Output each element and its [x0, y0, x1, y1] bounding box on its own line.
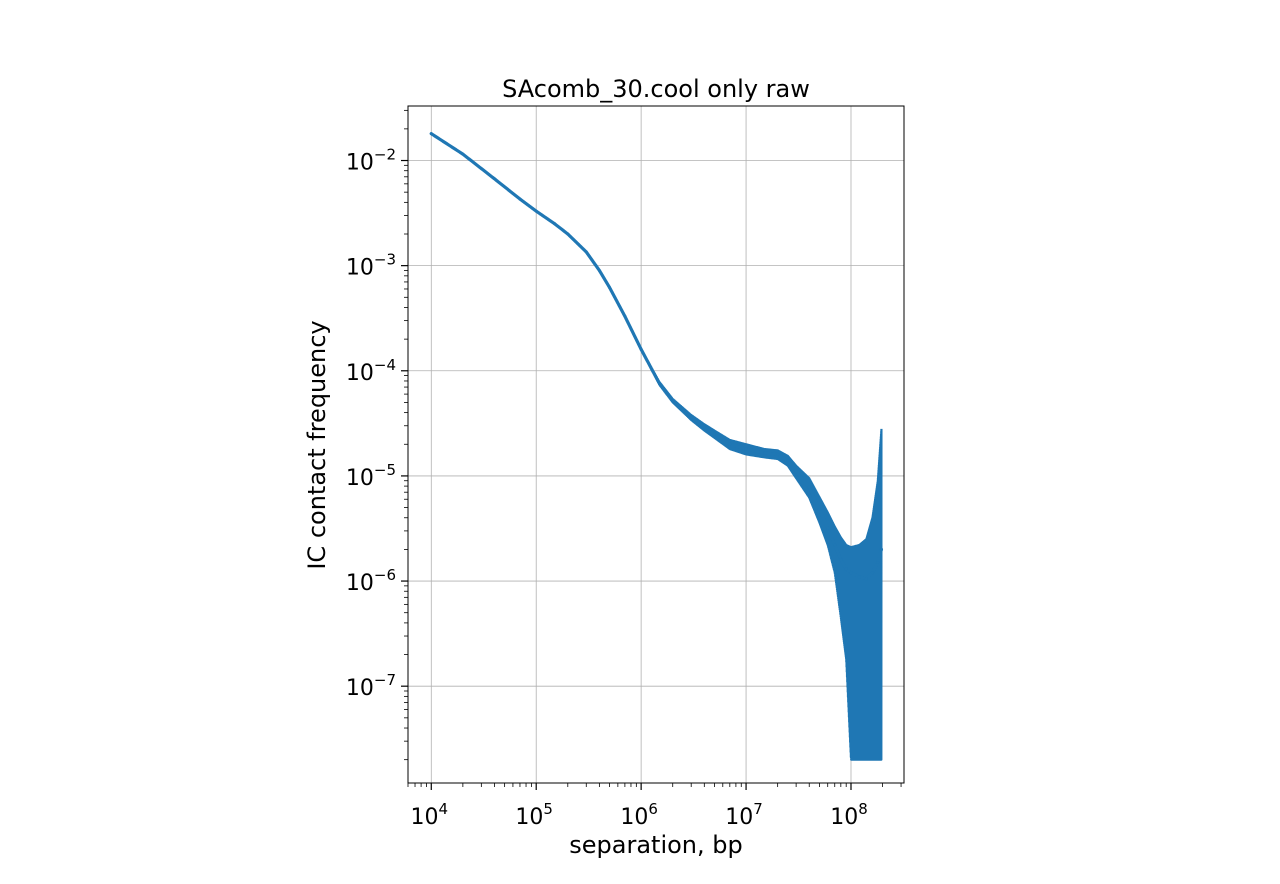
data-point [689, 415, 693, 419]
y-tick-label: 10−2 [346, 146, 396, 176]
chart-title: SAcomb_30.cool only raw [502, 75, 810, 103]
data-point [597, 268, 601, 272]
data-point [839, 558, 843, 562]
data-point [712, 432, 716, 436]
data-point [671, 399, 675, 403]
axis-ticks [401, 109, 902, 790]
data-point [429, 132, 433, 136]
x-tick-exponent: 5 [543, 800, 553, 818]
data-point [849, 571, 853, 575]
x-axis-label: separation, bp [569, 831, 742, 859]
y-tick-exponent: −2 [374, 146, 396, 164]
data-point [566, 232, 570, 236]
data-point [857, 575, 861, 579]
data-point [744, 447, 748, 451]
x-tick-label: 104 [411, 800, 449, 830]
x-tick-base: 10 [725, 805, 753, 830]
y-tick-exponent: −5 [374, 461, 396, 479]
data-point [833, 543, 837, 547]
data-point [639, 347, 643, 351]
data-point [879, 547, 883, 551]
x-tick-exponent: 4 [439, 800, 449, 818]
data-point [870, 571, 874, 575]
data-point [826, 526, 830, 530]
y-tick-label: 10−7 [346, 671, 396, 701]
data-point [608, 285, 612, 289]
grid-lines [408, 106, 904, 783]
data-point [518, 197, 522, 201]
x-tick-exponent: 8 [858, 800, 868, 818]
x-tick-exponent: 7 [753, 800, 763, 818]
y-tick-base: 10 [346, 571, 374, 596]
data-point [876, 561, 880, 565]
data-point [584, 250, 588, 254]
x-tick-exponent: 6 [648, 800, 658, 818]
y-tick-label: 10−5 [346, 461, 396, 491]
data-point [534, 209, 538, 213]
data-point [728, 442, 732, 446]
y-tick-label: 10−6 [346, 566, 396, 596]
y-tick-exponent: −7 [374, 671, 396, 689]
data-point [807, 485, 811, 489]
data-point [658, 382, 662, 386]
data-point [786, 459, 790, 463]
x-tick-label: 105 [515, 800, 553, 830]
y-tick-base: 10 [346, 151, 374, 176]
data-point [794, 470, 798, 474]
data-point [623, 314, 627, 318]
x-tick-label: 108 [830, 800, 868, 830]
y-tick-base: 10 [346, 466, 374, 491]
x-tick-label: 107 [725, 800, 763, 830]
y-axis-label: IC contact frequency [303, 320, 331, 569]
y-tick-exponent: −3 [374, 251, 396, 269]
y-tick-label: 10−3 [346, 251, 396, 281]
data-point [461, 152, 465, 156]
data-point [702, 425, 706, 429]
y-tick-base: 10 [346, 676, 374, 701]
y-tick-exponent: −6 [374, 566, 396, 584]
y-tick-base: 10 [346, 361, 374, 386]
data-point [864, 577, 868, 581]
plot-data [429, 132, 884, 761]
y-tick-base: 10 [346, 256, 374, 281]
data-point [763, 451, 767, 455]
x-tick-base: 10 [411, 805, 439, 830]
data-point [553, 222, 557, 226]
y-tick-exponent: −4 [374, 356, 396, 374]
data-point [492, 177, 496, 181]
x-tick-label: 106 [620, 800, 658, 830]
x-tick-base: 10 [830, 805, 858, 830]
y-tick-label: 10−4 [346, 356, 396, 386]
x-tick-base: 10 [620, 805, 648, 830]
x-tick-base: 10 [515, 805, 543, 830]
data-point [844, 567, 848, 571]
data-point [776, 452, 780, 456]
data-point [817, 507, 821, 511]
